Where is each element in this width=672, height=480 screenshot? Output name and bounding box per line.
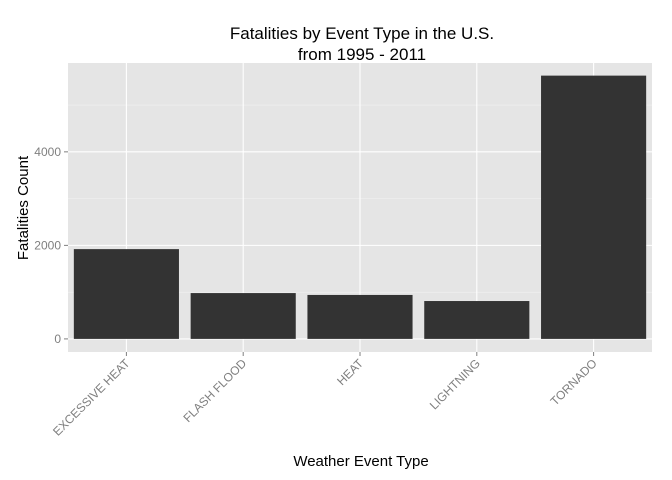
x-tick-label: EXCESSIVE HEAT (50, 356, 133, 439)
bar-flash-flood (190, 293, 296, 339)
bar-lightning (424, 301, 530, 339)
y-axis-title: Fatalities Count (15, 155, 32, 260)
bar-heat (307, 294, 413, 339)
x-tick-label: LIGHTNING (427, 356, 483, 412)
x-tick-label: TORNADO (548, 356, 600, 408)
y-axis: 0 2000 4000 (34, 145, 68, 346)
chart-title-line-2: from 1995 - 2011 (298, 45, 426, 64)
x-tick-label: HEAT (334, 356, 366, 388)
y-tick-label: 2000 (34, 238, 61, 252)
y-tick-label: 0 (54, 332, 61, 346)
bars (73, 75, 647, 339)
x-axis: EXCESSIVE HEAT FLASH FLOOD HEAT LIGHTNING TO… (50, 352, 600, 439)
y-tick-label: 4000 (34, 145, 61, 159)
x-tick-label: FLASH FLOOD (180, 356, 249, 425)
bar-excessive-heat (73, 249, 179, 339)
bar-tornado (541, 75, 647, 339)
x-axis-title: Weather Event Type (293, 453, 428, 470)
chart-title-line-1: Fatalities by Event Type in the U.S. (230, 24, 494, 43)
